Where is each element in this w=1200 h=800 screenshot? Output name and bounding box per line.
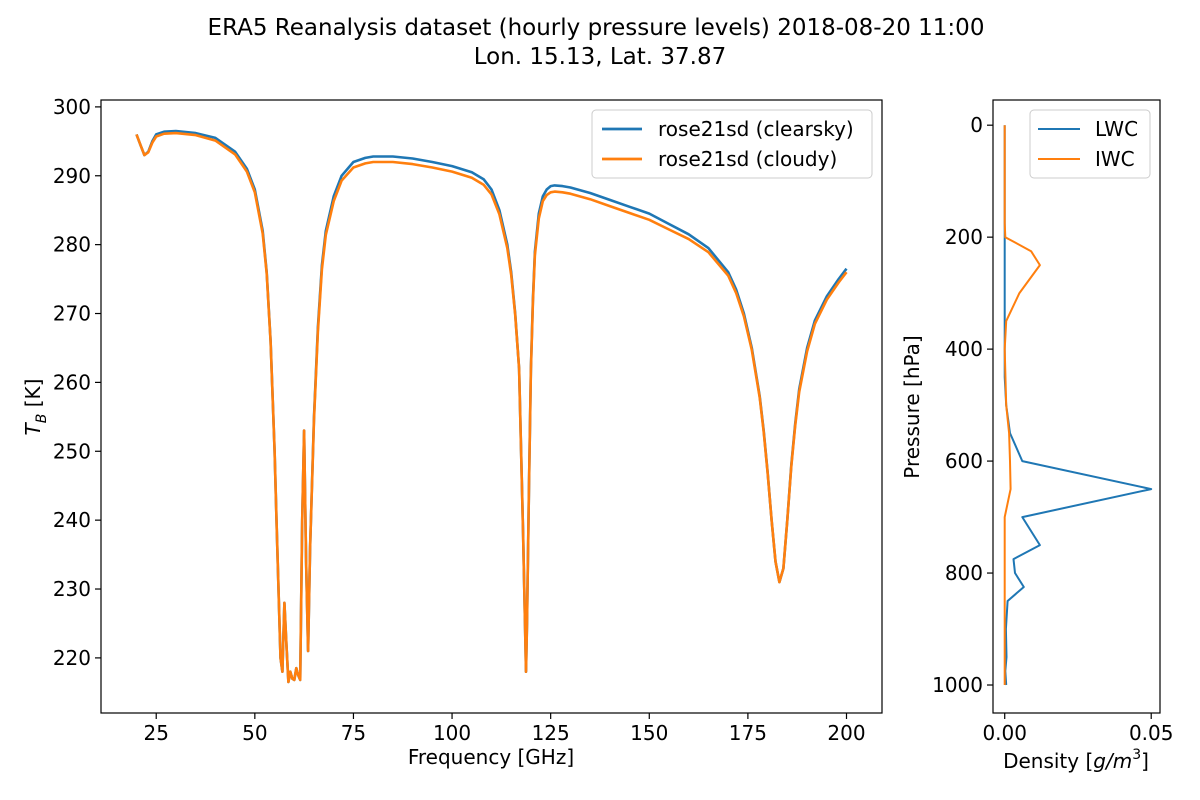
main-y-tick-label: 280 <box>53 233 91 257</box>
profile-y-tick-label: 200 <box>945 225 983 249</box>
main-y-label-main: T <box>21 421 45 435</box>
profile-plot-frame <box>992 99 1161 714</box>
main-x-tick-label: 150 <box>630 721 668 745</box>
main-x-tick-label: 75 <box>341 721 366 745</box>
main-legend: rose21sd (clearsky) rose21sd (cloudy) <box>591 109 873 179</box>
profile-y-tick-label: 0 <box>970 113 983 137</box>
profile-x-label-sup: 3 <box>1132 747 1141 763</box>
tb-line-cloudy <box>135 131 848 684</box>
legend-label-iwc: IWC <box>1095 147 1135 171</box>
profile-x-label-close: ] <box>1141 749 1149 773</box>
profile-x-axis-ticks: 0.00 0.05 <box>982 713 1173 745</box>
legend-label-cloudy: rose21sd (cloudy) <box>658 147 837 171</box>
figure-title-line2: Lon. 15.13, Lat. 37.87 <box>474 44 727 70</box>
main-y-tick-label: 240 <box>53 508 91 532</box>
main-y-tick-label: 260 <box>53 370 91 394</box>
profile-line-iwc <box>1003 125 1041 685</box>
main-y-tick-label: 300 <box>53 95 91 119</box>
profile-y-tick-label: 1000 <box>932 673 983 697</box>
profile-x-axis-label: Density [g/m3] <box>1003 747 1149 773</box>
main-y-tick-label: 290 <box>53 164 91 188</box>
main-y-label-sub: B <box>34 414 50 424</box>
profile-y-axis-label: Pressure [hPa] <box>900 335 924 478</box>
main-y-axis-ticks: 220 230 240 250 260 270 280 290 300 <box>53 95 101 670</box>
profile-x-label-g: g <box>1093 749 1106 773</box>
profile-series-lines <box>1003 125 1153 686</box>
main-x-axis-ticks: 25 50 75 100 125 150 175 200 <box>143 713 866 745</box>
profile-y-tick-label: 600 <box>945 449 983 473</box>
main-x-tick-label: 50 <box>242 721 267 745</box>
main-y-tick-label: 230 <box>53 577 91 601</box>
density-profile-plot: 0.00 0.05 0 200 400 600 800 1000 Density [g/m3… <box>900 99 1173 773</box>
tb-series-lines <box>135 129 848 684</box>
profile-line-lwc <box>1003 125 1153 686</box>
main-y-tick-label: 220 <box>53 646 91 670</box>
main-x-tick-label: 100 <box>433 721 471 745</box>
profile-x-tick-label: 0.05 <box>1129 721 1174 745</box>
main-x-tick-label: 175 <box>729 721 767 745</box>
main-legend-box <box>591 109 873 179</box>
profile-y-tick-label: 800 <box>945 561 983 585</box>
profile-x-tick-label: 0.00 <box>982 721 1027 745</box>
main-y-axis-label: TB [K] <box>21 379 50 436</box>
profile-y-tick-label: 400 <box>945 337 983 361</box>
main-x-tick-label: 200 <box>827 721 865 745</box>
profile-y-axis-ticks: 0 200 400 600 800 1000 <box>932 113 993 697</box>
profile-x-label-m: /m <box>1104 749 1132 773</box>
figure-title-line1: ERA5 Reanalysis dataset (hourly pressure… <box>208 15 985 41</box>
main-x-tick-label: 125 <box>532 721 570 745</box>
main-x-axis-label: Frequency [GHz] <box>408 745 574 769</box>
main-x-tick-label: 25 <box>143 721 168 745</box>
main-y-tick-label: 270 <box>53 302 91 326</box>
legend-label-clearsky: rose21sd (clearsky) <box>658 117 854 141</box>
main-plot-frame <box>100 99 883 714</box>
profile-legend-box <box>1029 109 1151 179</box>
profile-x-label-main: Density [ <box>1003 749 1093 773</box>
main-y-tick-label: 250 <box>53 439 91 463</box>
brightness-temperature-plot: 25 50 75 100 125 150 175 200 220 230 240 250 260 270… <box>21 95 883 769</box>
main-y-label-unit: [K] <box>21 379 45 414</box>
legend-label-lwc: LWC <box>1095 117 1138 141</box>
profile-legend: LWC IWC <box>1029 109 1151 179</box>
